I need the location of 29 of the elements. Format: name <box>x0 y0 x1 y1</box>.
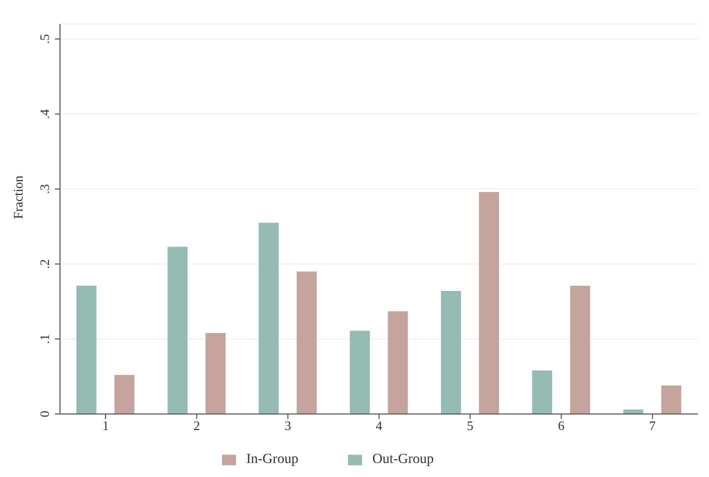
bar <box>168 246 188 414</box>
x-tick-label: 6 <box>558 418 566 434</box>
y-axis-title: Fraction <box>10 175 26 219</box>
bar <box>206 333 226 414</box>
x-tick-label: 3 <box>284 418 292 434</box>
bar <box>258 222 279 414</box>
bar <box>570 286 590 414</box>
y-tick-label: .1 <box>37 334 52 344</box>
y-tick-label: 0 <box>37 410 52 418</box>
bar <box>532 370 552 414</box>
bar <box>388 311 408 414</box>
x-tick-label: 4 <box>376 418 383 434</box>
bar <box>661 386 682 414</box>
bar <box>76 286 96 414</box>
x-tick-label: 2 <box>193 418 200 434</box>
x-tick-label: 7 <box>649 418 656 434</box>
x-tick-label: 5 <box>466 418 474 434</box>
bar <box>296 272 317 414</box>
y-tick-label: .5 <box>37 34 52 44</box>
y-tick-label: .3 <box>37 184 52 194</box>
legend-label: Out-Group <box>372 452 434 467</box>
bar <box>114 375 134 414</box>
bar <box>478 192 499 414</box>
legend-label: In-Group <box>246 452 298 467</box>
y-tick-label: .4 <box>37 108 52 119</box>
y-tick-label: .2 <box>37 259 52 269</box>
x-tick-label: 1 <box>102 418 109 434</box>
bar <box>440 291 461 414</box>
bar <box>350 330 370 414</box>
